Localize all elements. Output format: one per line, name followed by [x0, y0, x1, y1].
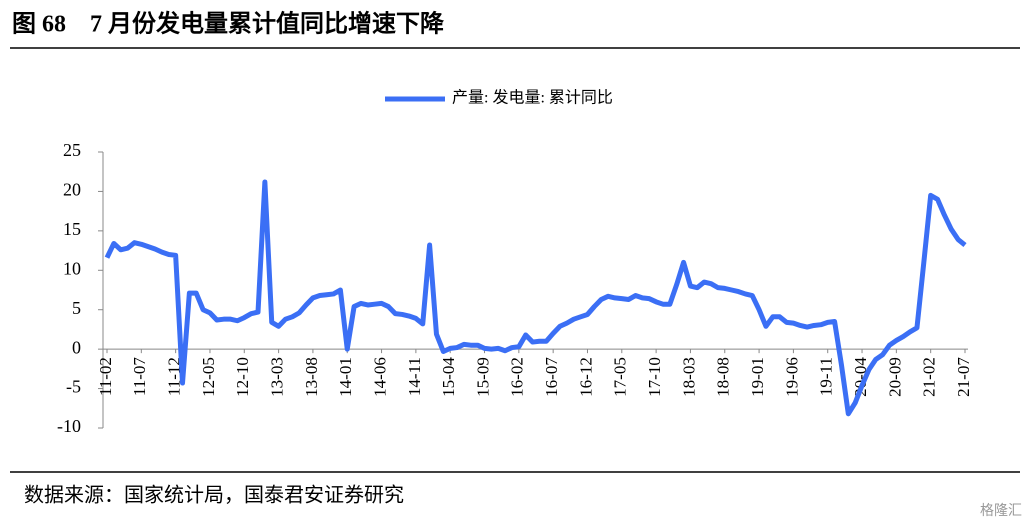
y-tick-label: -10 — [57, 416, 81, 436]
x-tick-label: 16-12 — [576, 357, 595, 397]
legend-label: 产量: 发电量: 累计同比 — [452, 89, 613, 107]
x-tick-label: 13-08 — [302, 357, 321, 397]
x-tick-label: 11-12 — [165, 357, 184, 396]
chart-title: 图 68 7 月份发电量累计值同比增速下降 — [12, 10, 445, 38]
y-tick-label: 25 — [63, 140, 81, 160]
x-tick-label: 18-08 — [714, 357, 733, 397]
x-tick-label: 18-03 — [679, 357, 698, 397]
x-tick-label: 19-01 — [748, 357, 767, 397]
y-tick-label: 15 — [63, 219, 81, 239]
x-tick-label: 14-01 — [336, 357, 355, 397]
y-tick-label: 0 — [72, 337, 81, 357]
series-line — [104, 179, 967, 417]
x-tick-label: 12-10 — [233, 357, 252, 397]
x-tick-label: 11-07 — [130, 357, 149, 397]
x-tick-label: 13-03 — [268, 357, 287, 397]
y-tick-label: 20 — [63, 180, 81, 200]
source: 数据来源：国家统计局，国泰君安证券研究 — [24, 484, 404, 507]
y-tick-label: 5 — [72, 298, 81, 318]
x-tick-label: 12-05 — [199, 357, 218, 397]
x-tick-label: 15-04 — [439, 357, 458, 397]
x-tick-label: 15-09 — [473, 357, 492, 397]
x-tick-label: 14-06 — [370, 357, 389, 397]
y-tick-label: -5 — [66, 377, 81, 397]
x-tick-label: 20-09 — [885, 357, 904, 397]
x-tick-label: 11-02 — [96, 357, 115, 396]
x-tick-label: 19-11 — [817, 357, 836, 396]
x-tick-label: 19-06 — [782, 357, 801, 397]
y-tick-label: 10 — [63, 258, 81, 278]
x-tick-label: 14-11 — [405, 357, 424, 396]
x-tick-label: 21-02 — [920, 357, 939, 397]
x-tick-label: 17-05 — [611, 357, 630, 397]
x-tick-label: 16-07 — [542, 357, 561, 397]
x-tick-label: 20-04 — [851, 357, 870, 397]
x-tick-label: 17-10 — [645, 357, 664, 397]
watermark: 格隆汇 — [980, 503, 1022, 519]
x-tick-label: 16-02 — [508, 357, 527, 397]
x-tick-label: 21-07 — [954, 357, 973, 397]
